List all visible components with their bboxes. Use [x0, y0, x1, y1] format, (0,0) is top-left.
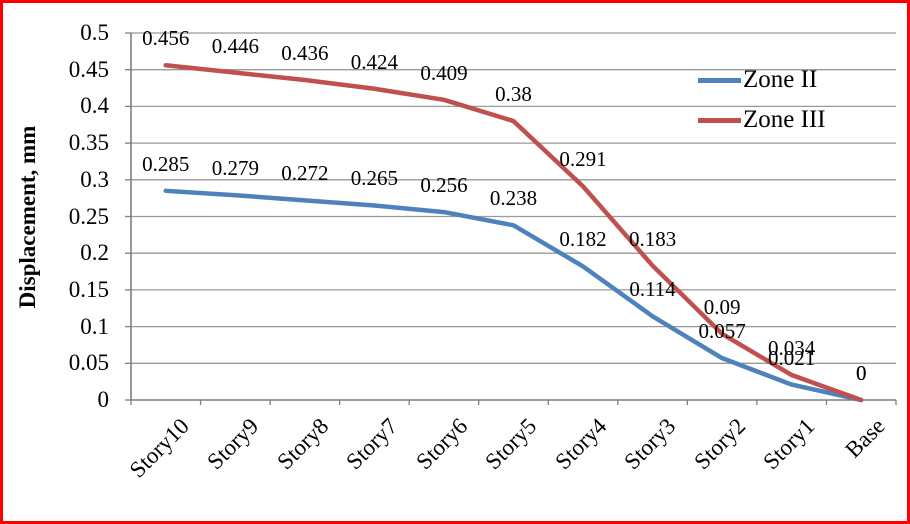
data-label-zone-ii: 0.114	[629, 277, 676, 302]
data-label-zone-iii: 0.436	[281, 40, 329, 65]
data-label-zone-iii: 0.034	[768, 336, 816, 361]
data-label-zone-iii: 0.409	[420, 60, 468, 85]
data-label-zone-iii: 0.38	[495, 82, 532, 107]
series-line-zone-ii	[163, 188, 864, 403]
legend-entry-zone-ii: Zone II	[698, 65, 817, 95]
data-label-zone-ii: 0.279	[211, 156, 259, 181]
y-tick-label: 0.2	[80, 240, 109, 266]
data-label-zone-iii: 0	[855, 361, 867, 385]
legend-line-swatch-zone-ii	[698, 77, 741, 83]
y-tick-label: 0.4	[80, 93, 109, 119]
data-label-zone-iii: 0.291	[559, 147, 607, 172]
data-label-zone-ii: 0.182	[559, 227, 607, 252]
data-label-zone-ii: 0.021	[768, 345, 816, 370]
y-tick-label: 0.45	[68, 56, 109, 82]
data-label-zone-ii: 0.272	[281, 161, 329, 186]
y-tick-label: 0.15	[68, 276, 109, 302]
legend-entry-zone-iii: Zone III	[698, 105, 826, 135]
data-label-zone-ii: 0.285	[142, 151, 190, 176]
data-label-zone-iii: 0.456	[142, 26, 190, 51]
data-label-zone-iii: 0.424	[350, 49, 399, 74]
y-tick-label: 0.3	[80, 166, 109, 192]
data-label-zone-ii: 0	[855, 361, 867, 385]
plot-area	[125, 32, 897, 405]
y-tick-label: 0.05	[68, 350, 109, 376]
data-label-zone-ii: 0.265	[350, 166, 399, 191]
legend-label-zone-ii: Zone II	[743, 66, 818, 93]
y-tick-label: 0.25	[68, 203, 109, 229]
y-axis-title: Displacement, mm	[15, 125, 40, 309]
data-label-zone-iii: 0.183	[628, 226, 677, 251]
y-tick-label: 0.35	[68, 130, 109, 156]
y-tick-label: 0.1	[80, 313, 109, 339]
data-label-zone-iii: 0.446	[211, 33, 259, 58]
data-label-zone-ii: 0.256	[420, 173, 468, 198]
y-tick-label: 0	[97, 387, 110, 412]
series-line-zone-iii	[163, 63, 864, 403]
data-label-zone-ii: 0.238	[489, 186, 538, 211]
data-label-zone-iii: 0.09	[703, 294, 741, 319]
legend-line-swatch-zone-iii	[698, 117, 741, 123]
legend-label-zone-iii: Zone III	[743, 106, 826, 133]
y-tick-label: 0.5	[80, 20, 109, 45]
data-label-zone-ii: 0.057	[698, 319, 746, 344]
